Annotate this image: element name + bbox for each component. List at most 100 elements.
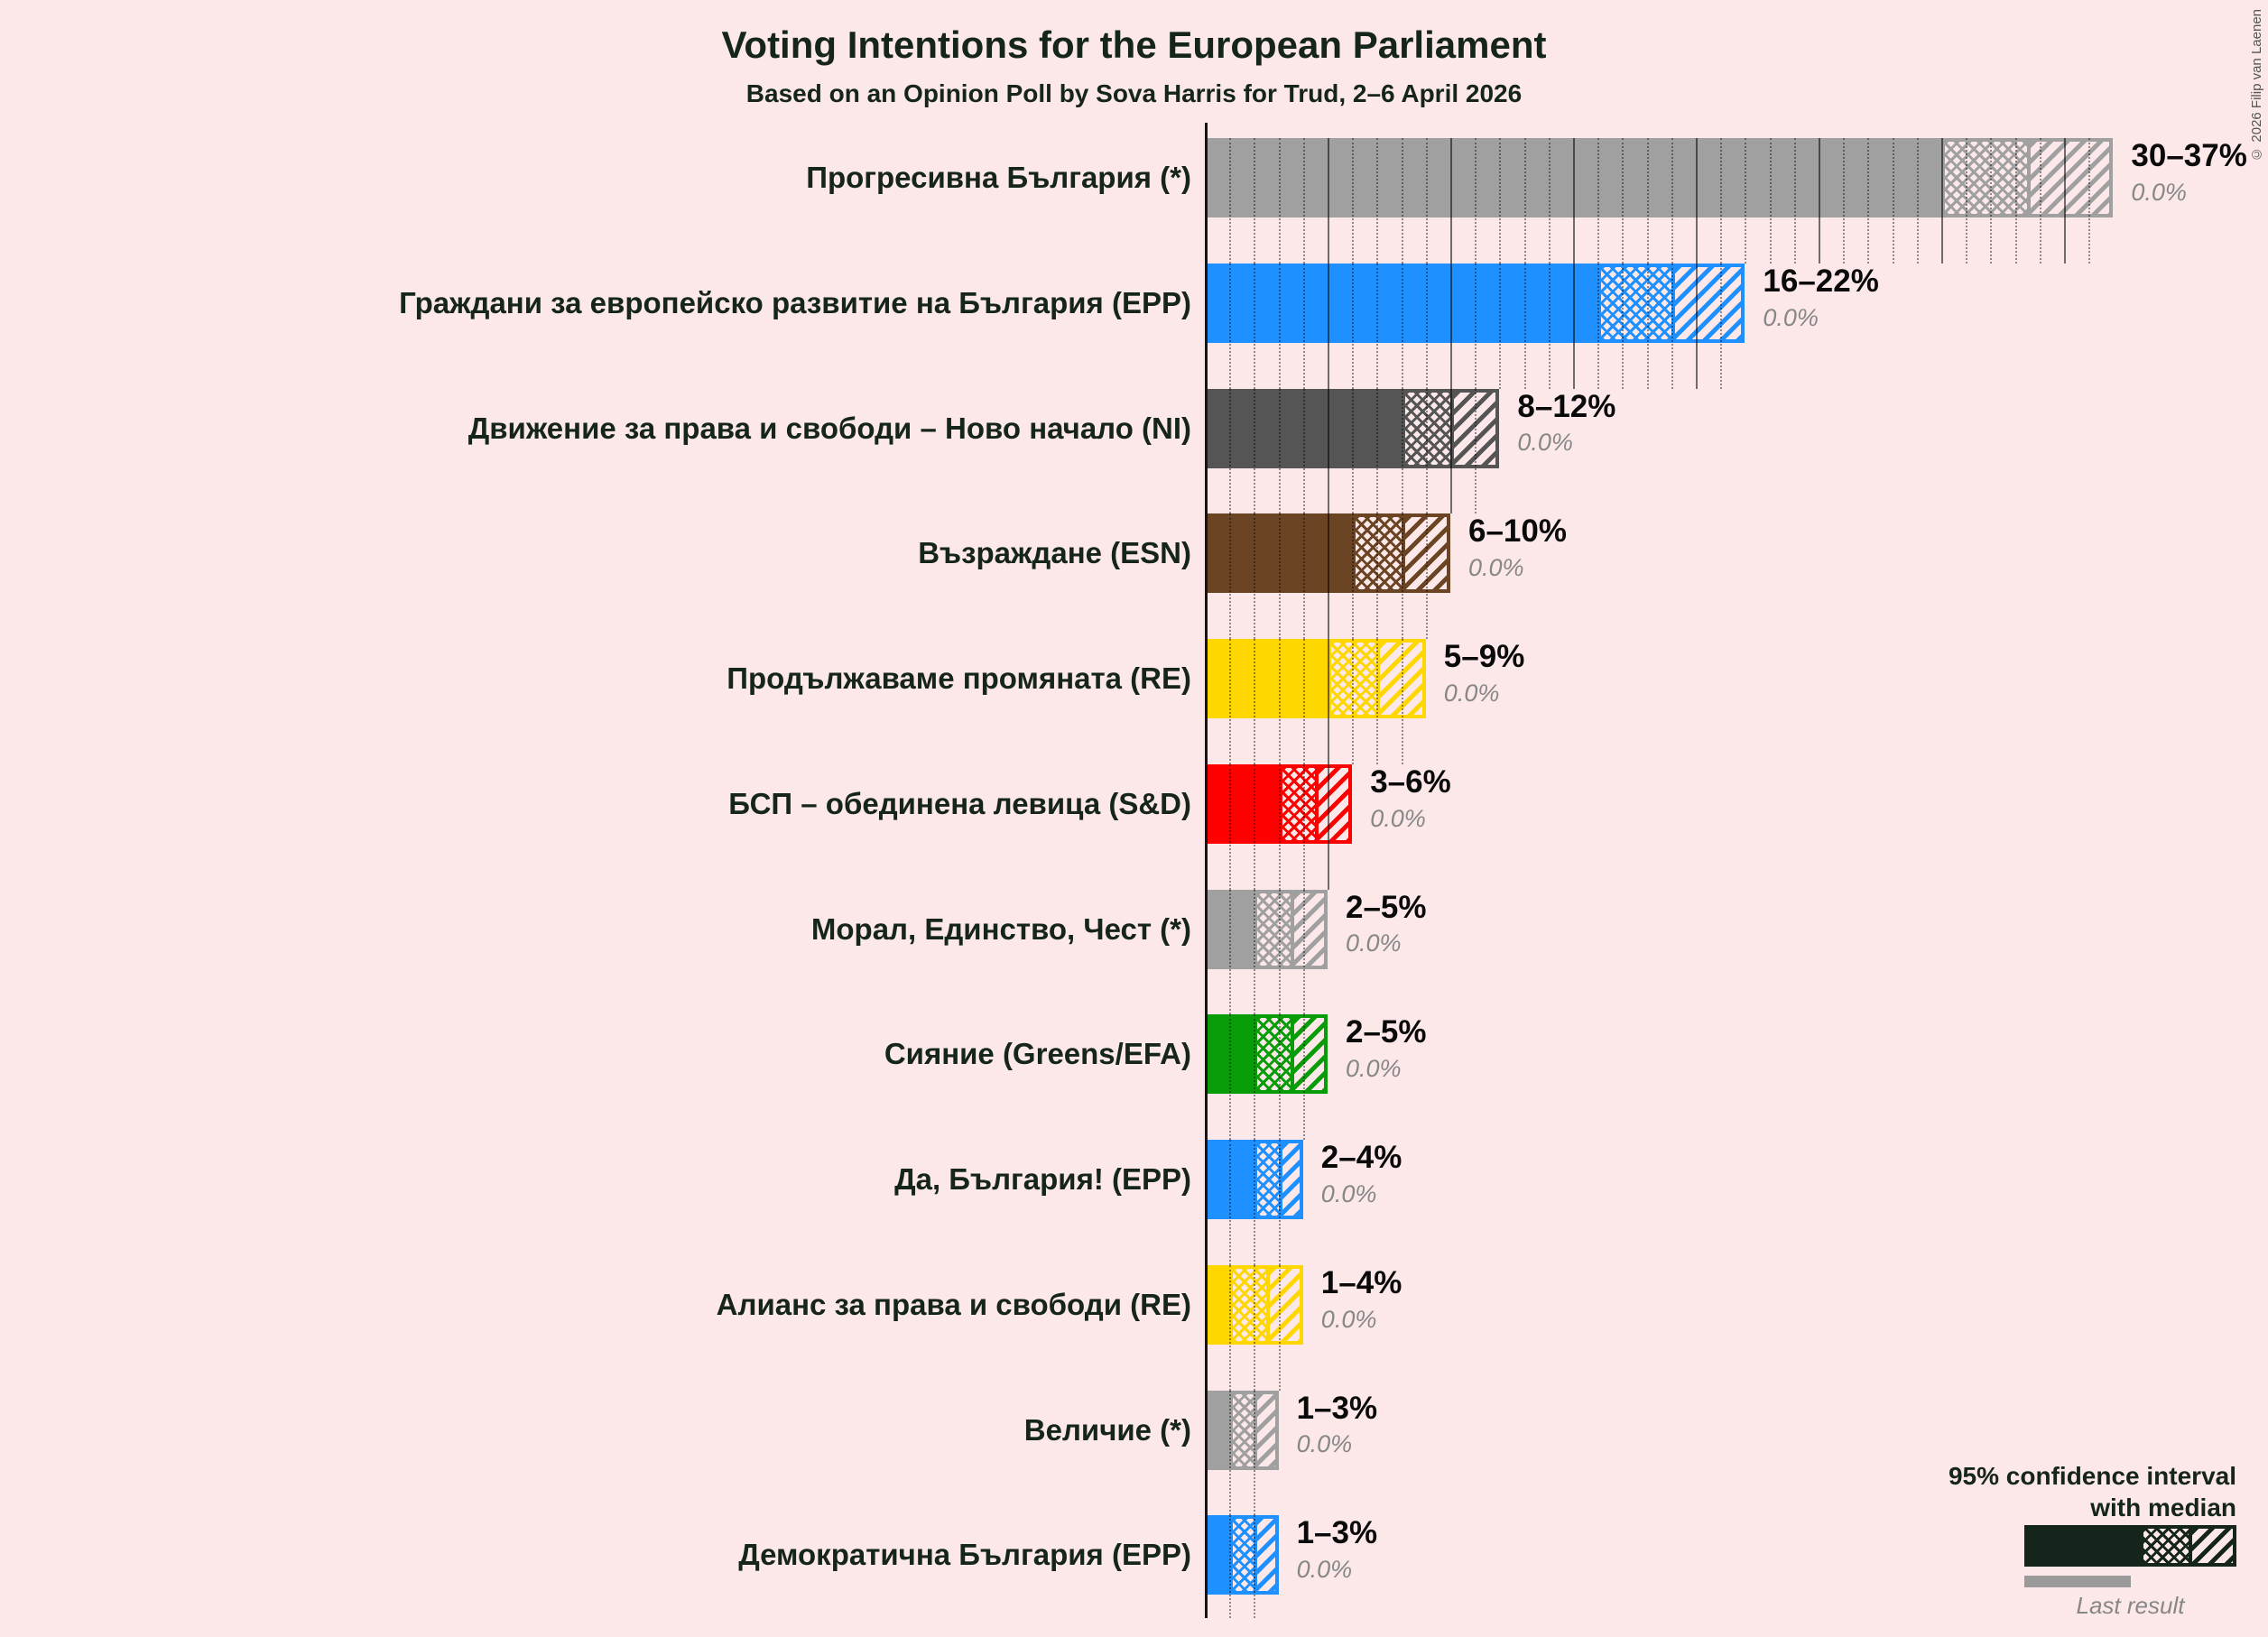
gridline-minor (1425, 263, 1428, 389)
bar-ci-median-to-high (1278, 1143, 1300, 1216)
gridline-minor (1254, 263, 1256, 389)
legend-ci-segment (2140, 1525, 2236, 1567)
bar-last-result-label: 0.0% (1763, 303, 1819, 331)
gridline-minor (1278, 1140, 1281, 1265)
bar-confidence-interval (1229, 1390, 1279, 1470)
bar-ci-low-to-median (1257, 892, 1291, 966)
legend-confidence-bar (2024, 1525, 2236, 1567)
bar-ci-low-to-median (1233, 1393, 1254, 1466)
bar-ci-median-to-high (1315, 767, 1349, 840)
bar-value-labels: 30–37% 0.0% (2131, 139, 2246, 207)
gridline-minor (1229, 513, 1232, 639)
bar-value-labels: 5–9% 0.0% (1443, 640, 1525, 708)
bar-ci-low-to-median (1257, 1018, 1291, 1091)
gridline-minor (1229, 1264, 1232, 1391)
bar-range-label: 1–3% (1296, 1390, 1378, 1426)
bar-last-result-label: 0.0% (1443, 679, 1500, 707)
page-title: Voting Intentions for the European Parli… (721, 23, 1547, 66)
gridline-minor (1278, 513, 1281, 639)
bar-confidence-interval (1254, 1014, 1328, 1095)
bar-range-label: 8–12% (1517, 388, 1616, 424)
bar-range-label: 1–3% (1296, 1515, 1378, 1551)
gridline-minor (1278, 388, 1281, 514)
gridline-minor (1376, 263, 1379, 389)
gridline-minor (1990, 138, 1993, 264)
page-subtitle: Based on an Opinion Poll by Sova Harris … (745, 79, 1523, 107)
gridline-major (1573, 263, 1575, 389)
bar-value-labels: 16–22% 0.0% (1763, 264, 1878, 332)
party-label: Величие (*) (1023, 1412, 1191, 1447)
gridline-minor (1302, 639, 1305, 764)
bar-value-labels: 2–5% 0.0% (1346, 891, 1427, 958)
gridline-minor (1401, 138, 1403, 264)
bar-confidence-interval (1254, 889, 1328, 969)
gridline-minor (1254, 889, 1256, 1015)
gridline-minor (1302, 889, 1305, 1015)
gridline-minor (1966, 138, 1968, 264)
gridline-minor (1254, 763, 1256, 890)
gridline-minor (1254, 513, 1256, 639)
gridline-minor (1425, 513, 1428, 639)
bar-confidence-interval (1254, 1140, 1303, 1219)
bar-solid (1205, 639, 1328, 718)
gridline-minor (1302, 513, 1305, 639)
gridline-minor (1254, 1264, 1256, 1391)
bar-ci-median-to-high (1401, 517, 1447, 590)
bar-last-result-label: 0.0% (1346, 929, 1402, 957)
gridline-major (2064, 138, 2066, 264)
party-label: Възраждане (ESN) (918, 536, 1191, 570)
gridline-minor (1548, 138, 1551, 264)
gridline-major (1573, 138, 1575, 264)
gridline-minor (1352, 138, 1355, 264)
gridline-minor (1916, 138, 1919, 264)
bar-ci-low-to-median (1233, 1519, 1254, 1592)
bar-solid (1205, 1390, 1230, 1470)
gridline-minor (1352, 263, 1355, 389)
bar-last-result-label: 0.0% (1370, 804, 1426, 832)
gridline-major (1450, 263, 1452, 389)
party-label: Да, България! (EPP) (894, 1162, 1191, 1196)
bar-last-result-label: 0.0% (1296, 1556, 1353, 1583)
gridline-minor (1401, 263, 1403, 389)
gridline-minor (1769, 138, 1772, 264)
gridline-minor (1597, 263, 1600, 389)
bar-range-label: 2–4% (1320, 1140, 1402, 1175)
gridline-minor (1229, 1515, 1232, 1619)
gridline-minor (1720, 138, 1723, 264)
bar-value-labels: 2–5% 0.0% (1346, 1015, 1427, 1083)
gridline-minor (1867, 138, 1870, 264)
bar-ci-low-to-median (1601, 266, 1671, 339)
bar-value-labels: 1–3% 0.0% (1297, 1392, 1378, 1459)
bar-solid (1205, 1140, 1254, 1219)
gridline-minor (1499, 263, 1502, 389)
bar-value-labels: 2–4% 0.0% (1320, 1140, 1402, 1208)
gridline-minor (1302, 263, 1305, 389)
bar-ci-median-to-high (1449, 392, 1496, 465)
gridline-minor (1302, 763, 1305, 890)
gridline-minor (1425, 138, 1428, 264)
bar-last-result-label: 0.0% (1346, 1055, 1402, 1082)
gridline-minor (1229, 639, 1232, 764)
gridline-minor (1376, 138, 1379, 264)
party-label: Сияние (Greens/EFA) (884, 1037, 1191, 1071)
legend-title: 95% confidence interval with median (1695, 1460, 2236, 1523)
gridline-minor (1646, 263, 1649, 389)
bar-solid (1205, 1264, 1230, 1345)
gridline-minor (1278, 263, 1281, 389)
gridline-minor (1475, 263, 1477, 389)
gridline-minor (1475, 138, 1477, 264)
gridline-minor (1376, 388, 1379, 514)
bar-solid (1205, 1515, 1230, 1595)
gridline-minor (1278, 1264, 1281, 1391)
bar-last-result-label: 0.0% (1320, 1179, 1377, 1207)
bar-solid (1205, 513, 1353, 594)
gridline-minor (1793, 138, 1796, 264)
gridline-minor (1278, 639, 1281, 764)
gridline-minor (1671, 263, 1673, 389)
gridline-minor (1254, 1515, 1256, 1619)
gridline-major (1450, 138, 1452, 264)
bar-solid (1205, 889, 1254, 969)
gridline-minor (1745, 138, 1747, 264)
gridline-minor (1278, 138, 1281, 264)
gridline-minor (1671, 138, 1673, 264)
